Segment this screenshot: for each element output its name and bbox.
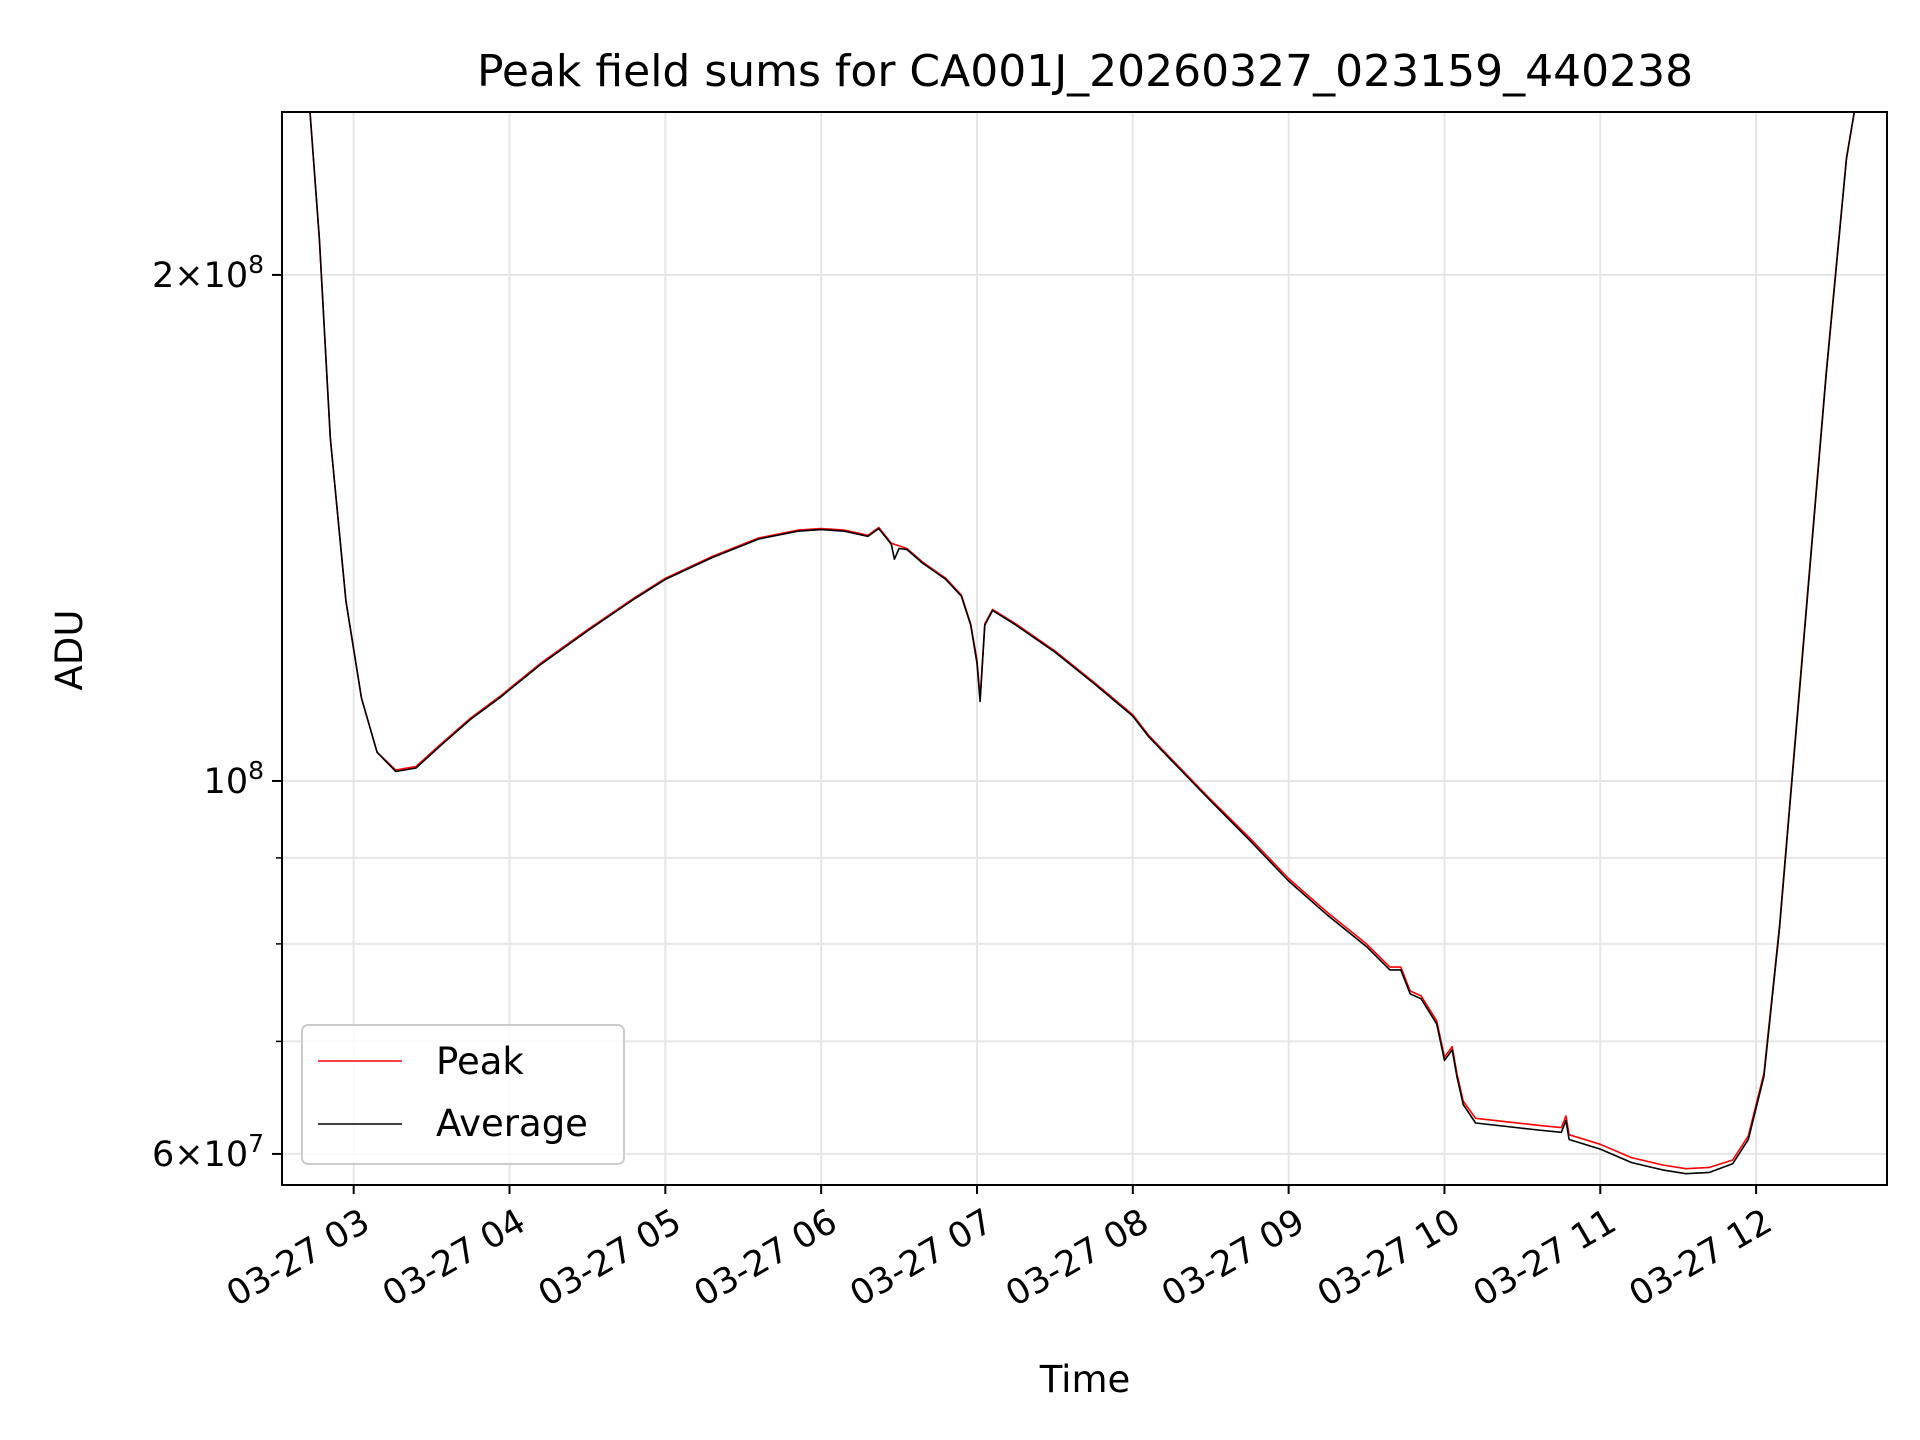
series-line-average [309, 112, 1856, 1175]
legend: Peak Average [301, 1024, 625, 1165]
legend-label-average: Average [436, 1102, 588, 1145]
y-tick-label: 2×108 [152, 250, 264, 296]
legend-label-peak: Peak [436, 1040, 524, 1083]
y-tick-label: 6×107 [152, 1129, 264, 1175]
y-tick-label: 108 [204, 756, 264, 802]
x-axis-label: Time [1039, 1358, 1131, 1401]
y-tick-ten: 10 [204, 1135, 249, 1175]
chart-title: Peak field sums for CA001J_20260327_0231… [477, 46, 1693, 97]
series-line-peak [309, 112, 1856, 1170]
y-tick-exponent: 8 [248, 756, 264, 785]
y-axis-label: ADU [48, 610, 91, 691]
grid-lines [282, 112, 1887, 1185]
y-tick-base: 2× [152, 256, 204, 296]
legend-box [301, 1024, 625, 1165]
series-layer [309, 112, 1856, 1175]
plot-frame [281, 111, 1888, 1186]
y-tick-base: 6× [152, 1135, 204, 1175]
y-tick-ten: 10 [204, 762, 249, 802]
y-tick-exponent: 8 [248, 250, 264, 279]
y-tick-ten: 10 [204, 256, 249, 296]
y-tick-exponent: 7 [248, 1129, 264, 1158]
